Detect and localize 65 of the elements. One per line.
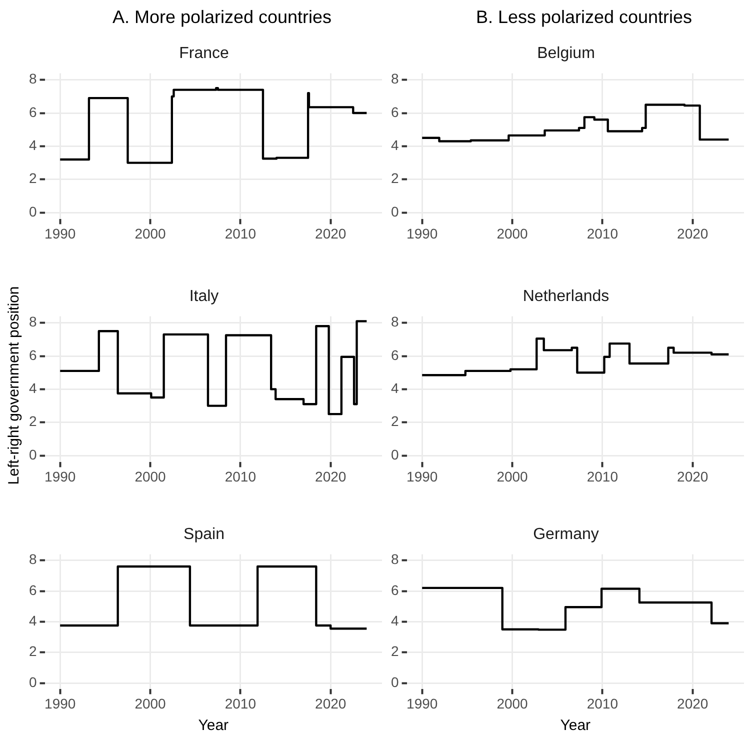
y-tick-label: 6 (28, 104, 37, 120)
x-tick-label: 1990 (406, 468, 438, 484)
x-tick-label: 1990 (44, 225, 76, 242)
y-tick-label: 8 (390, 70, 399, 87)
y-tick-label: 2 (28, 643, 37, 660)
y-tick-label: 4 (28, 380, 37, 396)
chart-title: Belgium (537, 45, 595, 62)
chart-title: France (179, 45, 229, 62)
x-tick-label: 2000 (134, 225, 166, 242)
y-tick-label: 2 (390, 413, 399, 430)
x-tick-label: 2000 (496, 695, 528, 712)
y-tick-label: 6 (390, 104, 399, 120)
x-tick-label: 1990 (406, 225, 438, 242)
x-tick-label: 2020 (315, 225, 346, 242)
y-tick-label: 4 (390, 380, 399, 396)
y-tick-label: 0 (28, 674, 37, 690)
y-tick-label: 4 (28, 137, 37, 154)
y-tick-label: 8 (390, 551, 399, 568)
chart-title: Germany (533, 526, 599, 544)
x-axis-title: Year (198, 717, 229, 734)
chart-subtitle: B. Less polarized countries (474, 6, 694, 29)
y-tick-label: 8 (390, 314, 399, 330)
y-tick-label: 0 (28, 446, 37, 462)
x-tick-label: 2000 (134, 695, 166, 712)
x-tick-label: 2010 (586, 695, 618, 712)
x-tick-label: 2000 (134, 468, 166, 484)
x-tick-label: 2000 (496, 225, 528, 242)
y-tick-label: 4 (390, 137, 399, 154)
y-tick-label: 8 (28, 314, 37, 330)
x-tick-label: 2020 (677, 695, 708, 712)
y-tick-label: 8 (28, 70, 37, 87)
chart-title: Spain (184, 526, 224, 544)
y-tick-label: 6 (28, 346, 37, 363)
x-tick-label: 2020 (677, 225, 708, 242)
y-tick-label: 6 (390, 346, 399, 363)
y-tick-label: 4 (390, 612, 399, 629)
y-tick-label: 2 (390, 643, 399, 660)
chart-subtitle: A. More polarized countries (111, 6, 333, 29)
x-tick-label: 2000 (496, 468, 528, 484)
x-tick-label: 2010 (586, 468, 618, 484)
x-tick-label: 2010 (586, 225, 618, 242)
x-tick-label: 2020 (315, 468, 346, 484)
chart-title: Italy (189, 288, 219, 306)
y-tick-label: 6 (28, 582, 37, 598)
x-tick-label: 2020 (677, 468, 708, 484)
x-tick-label: 1990 (44, 468, 76, 484)
y-tick-label: 0 (28, 203, 37, 220)
x-tick-label: 2010 (224, 225, 256, 242)
x-tick-label: 2010 (224, 695, 256, 712)
y-tick-label: 0 (390, 674, 399, 690)
y-axis-title: Left-right government position (6, 286, 23, 485)
y-tick-label: 2 (28, 413, 37, 430)
y-tick-label: 2 (390, 170, 399, 186)
x-axis-title: Year (560, 717, 591, 734)
x-tick-label: 1990 (406, 695, 438, 712)
x-tick-label: 1990 (44, 695, 76, 712)
y-tick-label: 0 (390, 446, 399, 462)
y-tick-label: 0 (390, 203, 399, 220)
x-tick-label: 2010 (224, 468, 256, 484)
x-tick-label: 2020 (315, 695, 346, 712)
chart-title: Netherlands (522, 288, 610, 306)
y-tick-label: 2 (28, 170, 37, 186)
y-tick-label: 8 (28, 551, 37, 568)
y-tick-label: 4 (28, 612, 37, 629)
y-tick-label: 6 (390, 582, 399, 598)
